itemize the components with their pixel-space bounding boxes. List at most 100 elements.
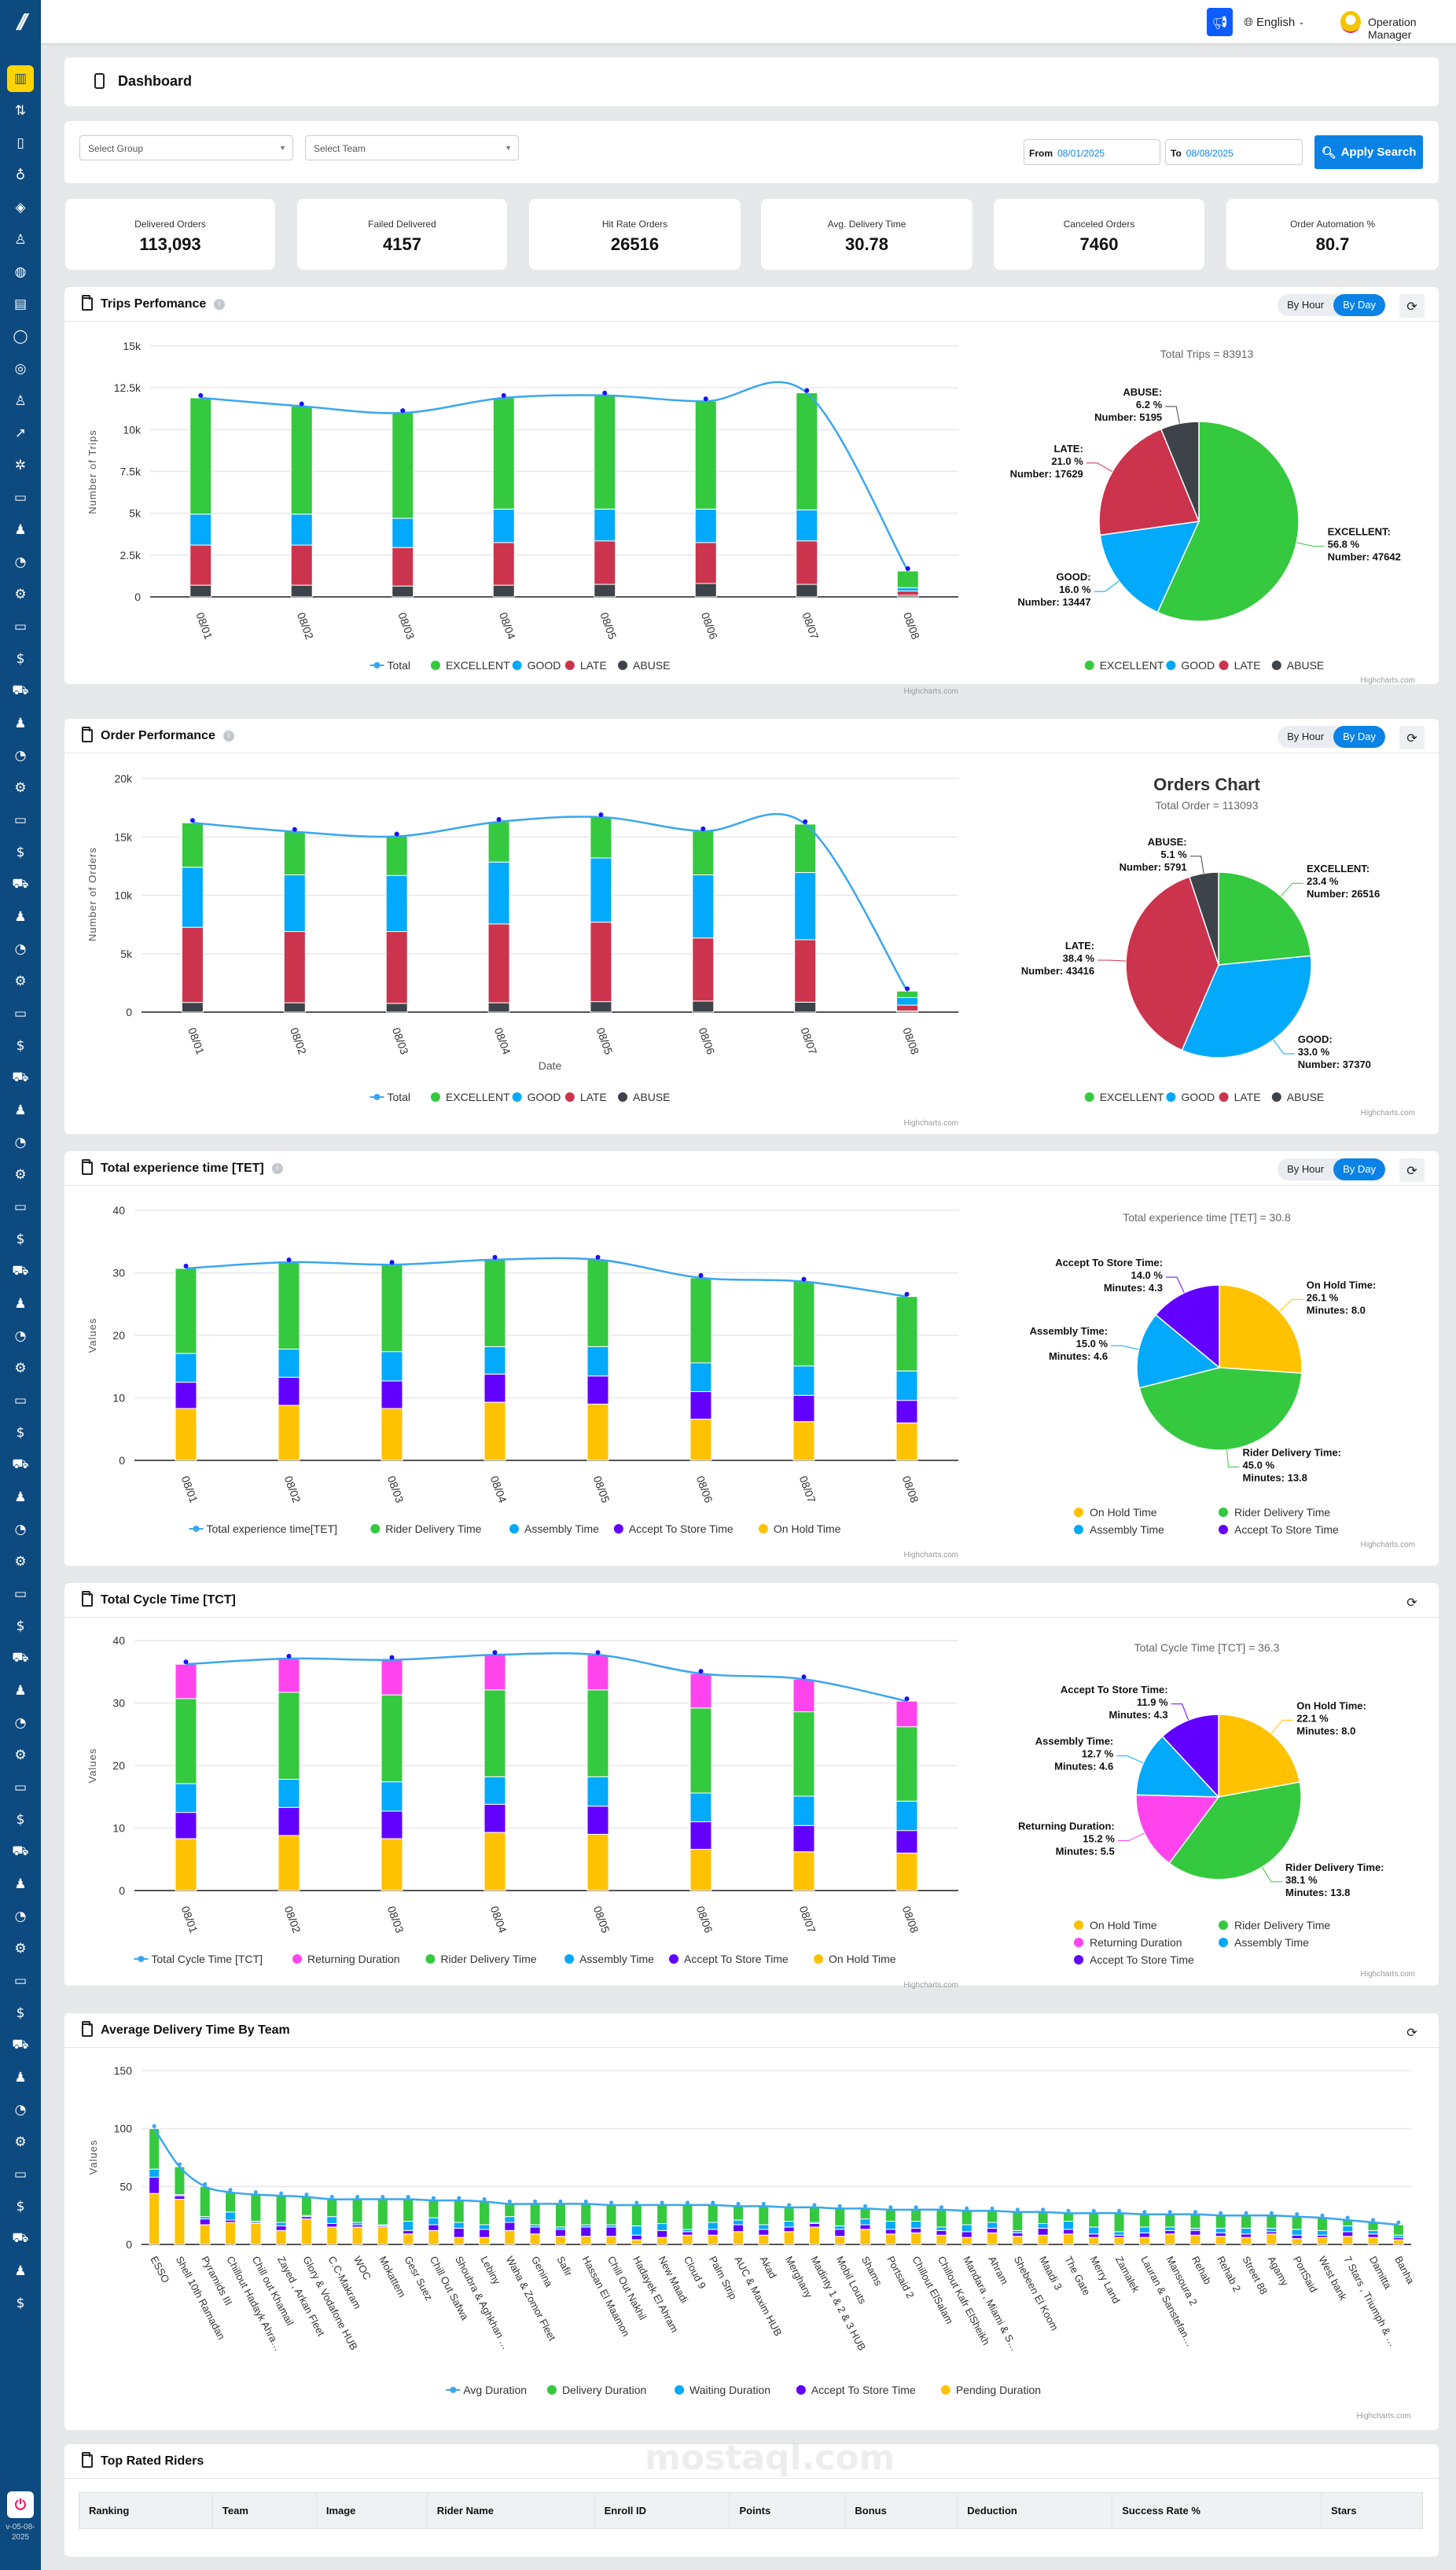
sidebar-item-fleet[interactable]: ⛟ bbox=[7, 1065, 34, 1092]
sidebar-item-timer[interactable]: ◔ bbox=[7, 2097, 34, 2123]
column-header[interactable]: Success Rate % bbox=[1112, 2492, 1322, 2529]
toggle-by-hour[interactable]: By Hour bbox=[1287, 1163, 1325, 1175]
column-header[interactable]: Team bbox=[211, 2492, 317, 2529]
sidebar-item-rider-cog[interactable]: ♟ bbox=[7, 1484, 34, 1511]
sidebar-item-timer[interactable]: ◔ bbox=[7, 1516, 34, 1543]
refresh-button[interactable]: ⟳ bbox=[1399, 726, 1425, 749]
sidebar-item-monitor[interactable]: ▭ bbox=[7, 1774, 34, 1801]
refresh-button[interactable]: ⟳ bbox=[1399, 1158, 1425, 1182]
refresh-button[interactable]: ⟳ bbox=[1399, 294, 1425, 318]
sidebar-item-hub[interactable]: ⚙ bbox=[7, 1355, 34, 1382]
sidebar-item-dollar[interactable]: $ bbox=[7, 839, 34, 866]
sidebar-item-dollar[interactable]: $ bbox=[7, 1033, 34, 1059]
group-select[interactable]: Select Group ▼ bbox=[79, 135, 293, 160]
sidebar-item-timer[interactable]: ◔ bbox=[7, 936, 34, 963]
sidebar-item-timer[interactable]: ◔ bbox=[7, 549, 34, 576]
sidebar-item-fleet[interactable]: ⛟ bbox=[7, 678, 34, 705]
sidebar-item-timer[interactable]: ◔ bbox=[7, 1323, 34, 1349]
sidebar-item-timer[interactable]: ◔ bbox=[7, 1710, 34, 1736]
sidebar-item-fleet[interactable]: ⛟ bbox=[7, 1839, 34, 1865]
sidebar-item-hub[interactable]: ⚙ bbox=[7, 968, 34, 995]
team-select[interactable]: Select Team ▼ bbox=[305, 135, 519, 160]
refresh-button[interactable]: ⟳ bbox=[1399, 1590, 1425, 1614]
sidebar-item-monitor[interactable]: ▭ bbox=[7, 1968, 34, 1994]
sidebar-item-dollar[interactable]: $ bbox=[7, 1806, 34, 1833]
sidebar-item-dollar[interactable]: $ bbox=[7, 1226, 34, 1253]
toggle-by-day[interactable]: By Day bbox=[1333, 1158, 1385, 1180]
refresh-button[interactable]: ⟳ bbox=[1399, 2020, 1425, 2044]
sidebar-item-user[interactable]: ◯ bbox=[7, 323, 34, 350]
sidebar-item-fleet[interactable]: ⛟ bbox=[7, 2226, 34, 2252]
sidebar-item-rider-cog[interactable]: ♟ bbox=[7, 710, 34, 737]
sidebar-item-fleet[interactable]: ⛟ bbox=[7, 871, 34, 898]
sidebar-item-dollar[interactable]: $ bbox=[7, 646, 34, 672]
toggle-by-day[interactable]: By Day bbox=[1333, 294, 1385, 316]
sidebar-item-monitor[interactable]: ▭ bbox=[7, 807, 34, 834]
avatar[interactable] bbox=[1340, 11, 1361, 33]
toggle-by-hour[interactable]: By Hour bbox=[1287, 299, 1325, 311]
sidebar-item-rider-cog[interactable]: ♟ bbox=[7, 2064, 34, 2091]
sidebar-item-rider[interactable]: ♙ bbox=[7, 226, 34, 253]
info-icon[interactable]: i bbox=[271, 1162, 283, 1174]
sidebar-item-car[interactable]: ◎ bbox=[7, 355, 34, 382]
sidebar-item-bike[interactable]: ♁ bbox=[7, 162, 34, 189]
sidebar-item-routes[interactable]: ⇅ bbox=[7, 98, 34, 124]
column-header[interactable]: Stars bbox=[1321, 2492, 1423, 2529]
info-icon[interactable]: i bbox=[214, 298, 226, 310]
sidebar-item-rider-cog[interactable]: ♟ bbox=[7, 1677, 34, 1704]
sidebar-item-hub[interactable]: ⚙ bbox=[7, 775, 34, 801]
sidebar-item-timer[interactable]: ◔ bbox=[7, 1129, 34, 1156]
sidebar-item-dollar[interactable]: $ bbox=[7, 2290, 34, 2317]
column-header[interactable]: Bonus bbox=[844, 2492, 958, 2529]
sidebar-item-settings[interactable]: ✲ bbox=[7, 452, 34, 479]
sidebar-item-fleet[interactable]: ⛟ bbox=[7, 2032, 34, 2059]
column-header[interactable]: Ranking bbox=[79, 2492, 213, 2529]
sidebar-item-rider-cog[interactable]: ♟ bbox=[7, 1291, 34, 1317]
sidebar-item-globe[interactable]: ◍ bbox=[7, 259, 34, 285]
sidebar-item-map[interactable]: ▯ bbox=[7, 130, 34, 156]
sidebar-item-hub[interactable]: ⚙ bbox=[7, 2129, 34, 2156]
sidebar-item-box[interactable]: ◈ bbox=[7, 194, 34, 221]
sidebar-item-hub[interactable]: ⚙ bbox=[7, 1162, 34, 1188]
logo[interactable]: // bbox=[17, 9, 28, 34]
sidebar-item-monitor[interactable]: ▭ bbox=[7, 1194, 34, 1221]
sidebar-item-dollar[interactable]: $ bbox=[7, 2193, 34, 2220]
column-header[interactable]: Deduction bbox=[957, 2492, 1113, 2529]
sidebar-item-dollar[interactable]: $ bbox=[7, 2000, 34, 2027]
sidebar-item-fleet[interactable]: ⛟ bbox=[7, 1645, 34, 1672]
column-header[interactable]: Rider Name bbox=[426, 2492, 595, 2529]
sidebar-item-timer[interactable]: ◔ bbox=[7, 742, 34, 769]
sidebar-item-chart-line[interactable]: ↗ bbox=[7, 420, 34, 447]
sidebar-item-store[interactable]: ▤ bbox=[7, 291, 34, 318]
sidebar-item-monitor[interactable]: ▭ bbox=[7, 1387, 34, 1414]
info-icon[interactable]: i bbox=[222, 730, 234, 742]
sidebar-item-rider-cog[interactable]: ♟ bbox=[7, 1097, 34, 1124]
logout-button[interactable]: ⏻ bbox=[7, 2491, 34, 2518]
from-date-field[interactable]: From 08/01/2025 bbox=[1024, 139, 1160, 165]
user-role[interactable]: Operation Manager bbox=[1368, 16, 1417, 41]
sidebar-item-fleet[interactable]: ⛟ bbox=[7, 1452, 34, 1478]
sidebar-item-dollar[interactable]: $ bbox=[7, 1613, 34, 1640]
sidebar-item-fleet[interactable]: ⛟ bbox=[7, 1258, 34, 1285]
sidebar-item-user-cog[interactable]: ♙ bbox=[7, 388, 34, 414]
sidebar-item-hub[interactable]: ⚙ bbox=[7, 1742, 34, 1769]
toggle-by-hour[interactable]: By Hour bbox=[1287, 731, 1325, 742]
sidebar-item-rider-cog[interactable]: ♟ bbox=[7, 517, 34, 543]
sidebar-item-rider-cog[interactable]: ♟ bbox=[7, 904, 34, 930]
column-header[interactable]: Points bbox=[729, 2492, 846, 2529]
language-selector[interactable]: 🌐︎ English ⌄ bbox=[1244, 14, 1305, 30]
column-header[interactable]: Enroll ID bbox=[594, 2492, 730, 2529]
sidebar-item-rider-cog[interactable]: ♟ bbox=[7, 2258, 34, 2285]
sidebar-item-hub[interactable]: ⚙ bbox=[7, 1548, 34, 1575]
apply-search-button[interactable]: 🔍︎ Apply Search bbox=[1314, 135, 1423, 169]
sidebar-item-monitor[interactable]: ▭ bbox=[7, 1581, 34, 1607]
sidebar-item-timer[interactable]: ◔ bbox=[7, 1903, 34, 1930]
sidebar-item-truck[interactable]: ▭ bbox=[7, 484, 34, 511]
sidebar-item-dashboard[interactable]: ▥ bbox=[7, 65, 34, 92]
sidebar-item-rider-cog[interactable]: ♟ bbox=[7, 1871, 34, 1898]
sidebar-item-hub[interactable]: ⚙ bbox=[7, 1935, 34, 1962]
sidebar-item-monitor[interactable]: ▭ bbox=[7, 2161, 34, 2188]
sidebar-item-monitor[interactable]: ▭ bbox=[7, 613, 34, 640]
sidebar-item-hub[interactable]: ⚙ bbox=[7, 581, 34, 608]
toggle-by-day[interactable]: By Day bbox=[1333, 726, 1385, 748]
